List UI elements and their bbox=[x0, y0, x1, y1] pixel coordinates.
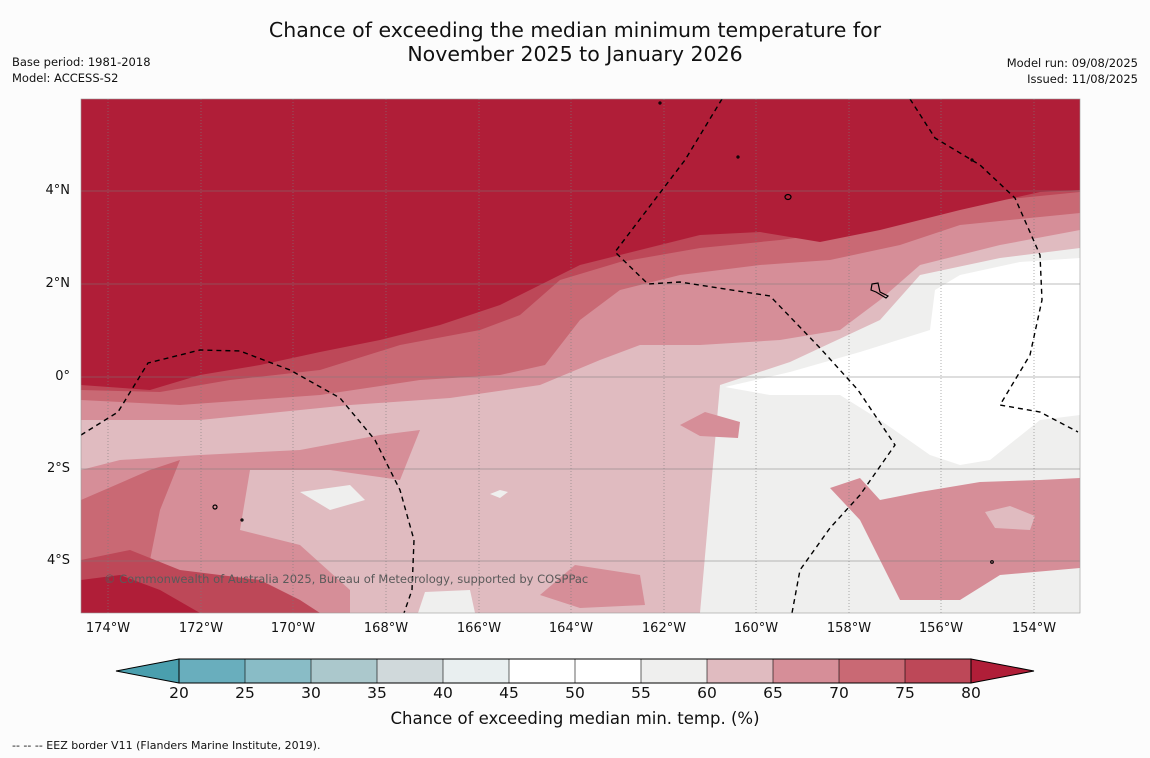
lon-label-172w: 172°W bbox=[178, 621, 224, 636]
title-line-2: November 2025 to January 2026 bbox=[407, 42, 743, 66]
colorbar-30-35 bbox=[311, 659, 377, 683]
lon-label-164w: 164°W bbox=[548, 621, 594, 636]
band-50-55 bbox=[725, 258, 1080, 465]
colorbar-tick-30: 30 bbox=[301, 684, 321, 702]
probability-contours bbox=[81, 99, 1080, 613]
model-name: Model: ACCESS-S2 bbox=[12, 71, 119, 85]
colorbar-tick-45: 45 bbox=[499, 684, 519, 702]
lat-label-4s: 4°S bbox=[46, 553, 70, 568]
lon-label-160w: 160°W bbox=[733, 621, 779, 636]
lon-label-170w: 170°W bbox=[270, 621, 316, 636]
title-line-1: Chance of exceeding the median minimum t… bbox=[268, 18, 882, 42]
colorbar-title: Chance of exceeding median min. temp. (%… bbox=[390, 709, 760, 728]
eez-footnote: -- -- -- EEZ border V11 (Flanders Marine… bbox=[12, 739, 321, 752]
lat-label-4n: 4°N bbox=[45, 183, 71, 198]
colorbar-45-50 bbox=[509, 659, 575, 683]
band-above-80 bbox=[81, 99, 1080, 390]
patch-55-60-b bbox=[418, 590, 475, 613]
lon-label-156w: 156°W bbox=[918, 621, 964, 636]
meta-right: Model run: 09/08/2025 Issued: 11/08/2025 bbox=[1007, 55, 1138, 87]
islands bbox=[212, 101, 994, 564]
colorbar-tick-80: 80 bbox=[961, 684, 981, 702]
colorbar-75-80 bbox=[905, 659, 971, 683]
graticule bbox=[81, 99, 1080, 613]
lon-label-154w: 154°W bbox=[1011, 621, 1057, 636]
colorbar-20-25 bbox=[179, 659, 245, 683]
map-frame bbox=[80, 98, 1081, 614]
colorbar-60-65 bbox=[707, 659, 773, 683]
colorbar-50-55 bbox=[575, 659, 641, 683]
colorbar-tick-25: 25 bbox=[235, 684, 255, 702]
eez-borders bbox=[81, 99, 1079, 613]
colorbar-40-45 bbox=[443, 659, 509, 683]
patch-60-65-a bbox=[985, 506, 1035, 530]
colorbar-tick-40: 40 bbox=[433, 684, 453, 702]
colorbar-tick-55: 55 bbox=[631, 684, 651, 702]
band-above-80-sw bbox=[81, 575, 200, 613]
colorbar-tick-50: 50 bbox=[565, 684, 585, 702]
copyright-notice: © Commonwealth of Australia 2025, Bureau… bbox=[104, 572, 589, 586]
patch-55-60-c bbox=[718, 464, 740, 473]
colorbar-tick-65: 65 bbox=[763, 684, 783, 702]
colorbar-tick-60: 60 bbox=[697, 684, 717, 702]
colorbar-extend-high bbox=[970, 658, 1035, 684]
issued-date: Issued: 11/08/2025 bbox=[1027, 72, 1138, 86]
colorbar-tick-20: 20 bbox=[169, 684, 189, 702]
patch-65-70-b bbox=[540, 565, 645, 608]
patch-55-60-a bbox=[300, 485, 365, 510]
patch-65-70-a bbox=[680, 412, 740, 438]
colorbar-65-70 bbox=[773, 659, 839, 683]
colorbar-70-75 bbox=[839, 659, 905, 683]
lon-label-162w: 162°W bbox=[641, 621, 687, 636]
colorbar-55-60 bbox=[641, 659, 707, 683]
lon-label-158w: 158°W bbox=[826, 621, 872, 636]
lon-label-174w: 174°W bbox=[85, 621, 131, 636]
meta-left: Base period: 1981-2018 Model: ACCESS-S2 bbox=[12, 54, 151, 86]
colorbar-25-30 bbox=[245, 659, 311, 683]
lat-label-2s: 2°S bbox=[46, 461, 70, 476]
colorbar-tick-35: 35 bbox=[367, 684, 387, 702]
band-70-75-sw bbox=[81, 460, 180, 565]
lat-label-2n: 2°N bbox=[45, 276, 71, 291]
colorbar-tick-75: 75 bbox=[895, 684, 915, 702]
lat-label-0: 0° bbox=[55, 369, 70, 384]
base-period: Base period: 1981-2018 bbox=[12, 55, 151, 69]
colorbar bbox=[115, 658, 1035, 684]
colorbar-35-40 bbox=[377, 659, 443, 683]
colorbar-tick-70: 70 bbox=[829, 684, 849, 702]
lon-label-166w: 166°W bbox=[456, 621, 502, 636]
map-title: Chance of exceeding the median minimum t… bbox=[0, 18, 1150, 66]
patch-55-60-d bbox=[490, 490, 508, 498]
band-65-70-se bbox=[830, 478, 1080, 600]
model-run: Model run: 09/08/2025 bbox=[1006, 56, 1138, 70]
lon-label-168w: 168°W bbox=[363, 621, 409, 636]
colorbar-extend-low bbox=[115, 658, 180, 684]
